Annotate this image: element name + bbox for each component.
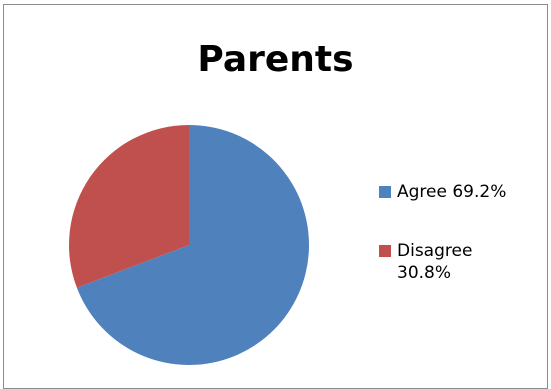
chart-area: Parents Agree 69.2% Disagree 30.8% — [3, 4, 548, 389]
legend-label-disagree: Disagree 30.8% — [397, 241, 473, 283]
legend-item-disagree: Disagree 30.8% — [379, 240, 549, 284]
legend-item-agree: Agree 69.2% — [379, 181, 549, 203]
chart-title: Parents — [197, 39, 354, 80]
pie-slices — [68, 125, 309, 365]
legend-swatch-agree — [379, 186, 391, 198]
legend-label-agree: Agree 69.2% — [397, 182, 507, 202]
legend-swatch-disagree — [379, 245, 391, 257]
legend: Agree 69.2% Disagree 30.8% — [379, 181, 549, 284]
pie-slice-agree — [76, 125, 309, 365]
pie-slice-disagree — [68, 125, 189, 288]
pie-chart — [68, 125, 309, 365]
